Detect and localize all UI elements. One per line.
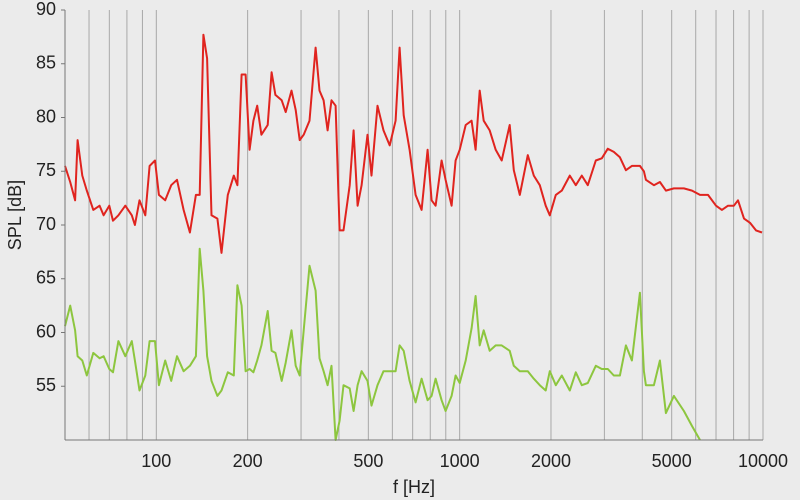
y-tick-label: 55 [36,375,56,395]
x-tick-label: 5000 [652,451,692,471]
x-tick-label: 1000 [440,451,480,471]
x-tick-label: 100 [141,451,171,471]
series-line [64,33,763,254]
y-tick-label: 75 [36,160,56,180]
x-axis-title: f [Hz] [393,477,435,497]
y-axis-title: SPL [dB] [5,180,25,250]
x-tick-label: 500 [353,451,383,471]
x-tick-label: 2000 [531,451,571,471]
plot [64,33,763,441]
y-tick-label: 85 [36,53,56,73]
y-tick-label: 65 [36,268,56,288]
y-tick-label: 60 [36,321,56,341]
y-tick-label: 70 [36,214,56,234]
x-tick-label: 200 [233,451,263,471]
y-tick-label: 90 [36,0,56,19]
x-tick-label: 10000 [738,451,788,471]
series-line [64,247,701,441]
grid [88,10,764,440]
y-tick-label: 80 [36,106,56,126]
